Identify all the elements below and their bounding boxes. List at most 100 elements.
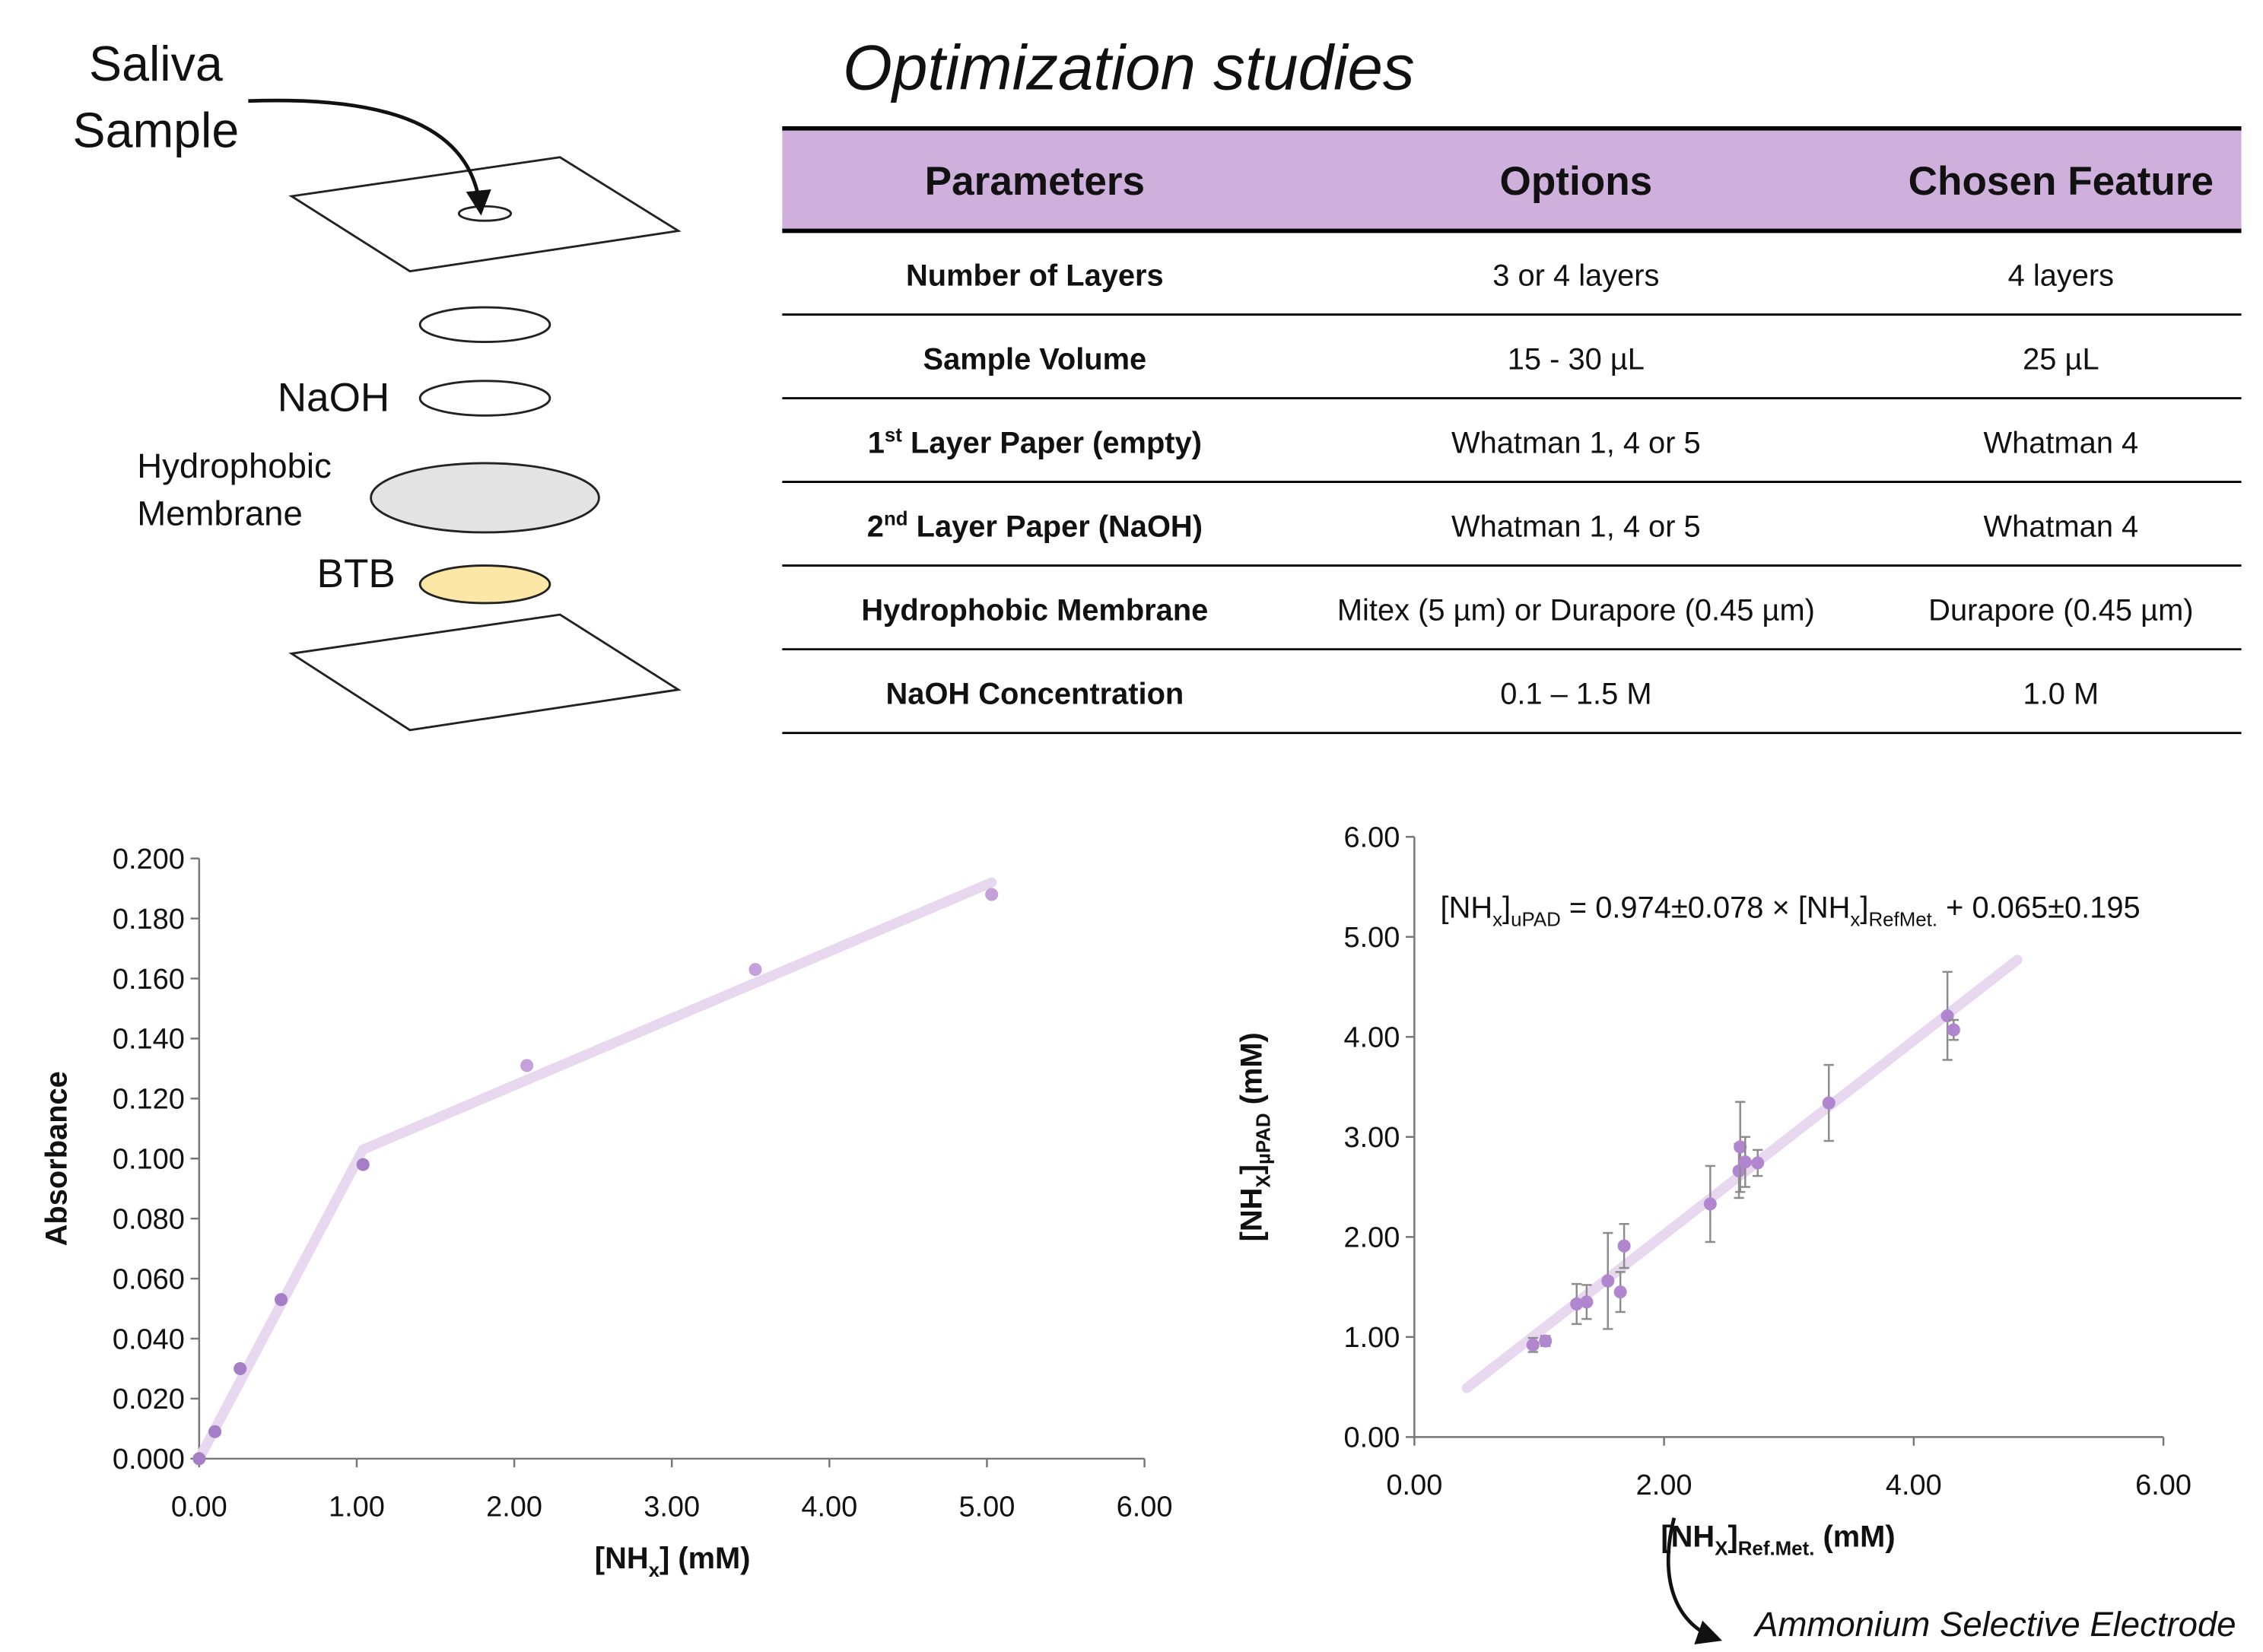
note: Ammonium Selective Electrode	[1753, 1605, 2236, 1644]
y-tick-label: 4.00	[1344, 1022, 1400, 1054]
table-cell: Durapore (0.45 µm)	[1928, 594, 2193, 627]
table-cell: Sample Volume	[923, 343, 1147, 376]
x-axis-label: [NHx] (mM)	[595, 1542, 751, 1581]
x-tick-label: 1.00	[329, 1492, 385, 1523]
table-cell: Whatman 4	[1984, 427, 2139, 460]
annotation-part: ]	[1860, 891, 1868, 924]
annotation-part: uPAD	[1511, 910, 1561, 931]
x-axis-label-part: Ref.Met.	[1738, 1539, 1815, 1560]
point	[1614, 1285, 1627, 1298]
point	[520, 1059, 533, 1072]
y-axis-label: Absorbance	[40, 1071, 73, 1246]
layer-empty	[420, 307, 550, 342]
title: Optimization studies	[843, 32, 1415, 103]
diagram-label: Saliva	[89, 37, 223, 91]
y-tick-label: 0.140	[113, 1024, 185, 1056]
y-tick-label: 5.00	[1344, 922, 1400, 954]
table-cell: Hydrophobic Membrane	[861, 594, 1208, 627]
y-tick-label: 0.180	[113, 904, 185, 936]
y-tick-label: 0.080	[113, 1203, 185, 1235]
diagram-label: Hydrophobic	[137, 446, 332, 485]
y-axis-label: [NHX]µPAD (mM)	[1235, 1032, 1274, 1241]
annotation-part: + 0.065±0.195	[1937, 891, 2141, 924]
x-tick-label: 6.00	[2135, 1469, 2191, 1501]
y-axis-label-part: [NH	[1235, 1188, 1268, 1242]
layer-naoh	[420, 381, 550, 416]
y-axis-label-part: µPAD	[1253, 1113, 1274, 1164]
table-header: Parameters	[925, 159, 1145, 204]
annotation-part: x	[1850, 910, 1860, 931]
x-tick-label: 6.00	[1117, 1492, 1173, 1523]
table-cell: 25 µL	[2023, 343, 2099, 376]
point	[985, 888, 998, 901]
x-tick-label: 2.00	[1636, 1469, 1692, 1501]
table-cell: Mitex (5 µm) or Durapore (0.45 µm)	[1337, 594, 1815, 627]
point	[1601, 1275, 1614, 1288]
x-axis-label-part: [NH	[595, 1542, 649, 1575]
trendline	[363, 882, 991, 1149]
y-tick-label: 0.060	[113, 1263, 185, 1295]
x-tick-label: 0.00	[171, 1492, 227, 1523]
table-cell: Number of Layers	[906, 259, 1164, 293]
y-axis-label-part: X	[1253, 1174, 1274, 1188]
point	[1704, 1197, 1717, 1210]
bottom-sheet	[291, 615, 678, 730]
point	[749, 963, 761, 976]
sample-hole	[459, 206, 510, 221]
page: { "diagram": { "sample": ["Saliva", "Sam…	[0, 0, 2263, 1652]
point	[1527, 1339, 1540, 1352]
point	[208, 1425, 221, 1438]
point	[1823, 1097, 1836, 1110]
table-cell: Whatman 4	[1984, 510, 2139, 544]
table-cell-part: nd	[884, 509, 908, 530]
table-cell: 2nd Layer Paper (NaOH)	[867, 509, 1203, 544]
point	[234, 1362, 246, 1375]
x-axis-label-part: X	[1715, 1539, 1728, 1560]
table-header: Chosen Feature	[1909, 159, 2214, 204]
point	[1618, 1240, 1631, 1253]
annotation-part: ]	[1502, 891, 1511, 924]
y-tick-label: 0.200	[113, 843, 185, 875]
x-axis-label-part: ]	[1727, 1520, 1737, 1554]
charts: 0.0000.0200.0400.0600.0800.1000.1200.140…	[40, 822, 2191, 1582]
point	[1539, 1335, 1552, 1348]
point	[192, 1452, 205, 1465]
table-cell: 3 or 4 layers	[1492, 259, 1659, 293]
table-cell: Whatman 1, 4 or 5	[1451, 427, 1701, 460]
point	[1751, 1156, 1764, 1169]
x-tick-label: 5.00	[959, 1492, 1015, 1523]
layer-btb	[420, 566, 550, 603]
table-cell: 4 layers	[2008, 259, 2114, 293]
table-cell-part: 1	[868, 427, 885, 460]
table-cell: 0.1 – 1.5 M	[1500, 678, 1651, 711]
table-cell-part: st	[885, 425, 902, 446]
y-axis-label-part: (mM)	[1235, 1032, 1268, 1113]
x-tick-label: 3.00	[644, 1492, 700, 1523]
annotation-part: = 0.974±0.078 × [NH	[1561, 891, 1851, 924]
y-tick-label: 0.160	[113, 964, 185, 996]
y-tick-label: 0.020	[113, 1384, 185, 1415]
point	[275, 1293, 288, 1306]
x-tick-label: 2.00	[486, 1492, 542, 1523]
x-axis-label-part: ] (mM)	[660, 1542, 750, 1575]
diagram-label: Sample	[73, 103, 240, 157]
y-tick-label: 6.00	[1344, 822, 1400, 854]
table-cell-part: Layer Paper (NaOH)	[908, 510, 1203, 544]
x-axis-label: [NHX]Ref.Met. (mM)	[1661, 1520, 1895, 1560]
x-axis-label-part: x	[649, 1560, 660, 1581]
figure: Saliva Sample NaOH Hydrophobic Membrane …	[0, 0, 2263, 1652]
y-tick-label: 0.040	[113, 1323, 185, 1355]
diagram-label: Membrane	[137, 494, 303, 532]
y-tick-label: 1.00	[1344, 1322, 1400, 1354]
layer-membrane	[371, 463, 599, 532]
point	[357, 1158, 370, 1171]
point	[1739, 1155, 1752, 1168]
y-tick-label: 0.100	[113, 1144, 185, 1176]
y-tick-label: 0.120	[113, 1084, 185, 1116]
annotation-part: [NH	[1441, 891, 1493, 924]
y-axis-label-part: ]	[1235, 1164, 1268, 1174]
table-cell: NaOH Concentration	[886, 678, 1184, 711]
annotation-part: x	[1492, 910, 1502, 931]
y-tick-label: 0.00	[1344, 1422, 1400, 1454]
